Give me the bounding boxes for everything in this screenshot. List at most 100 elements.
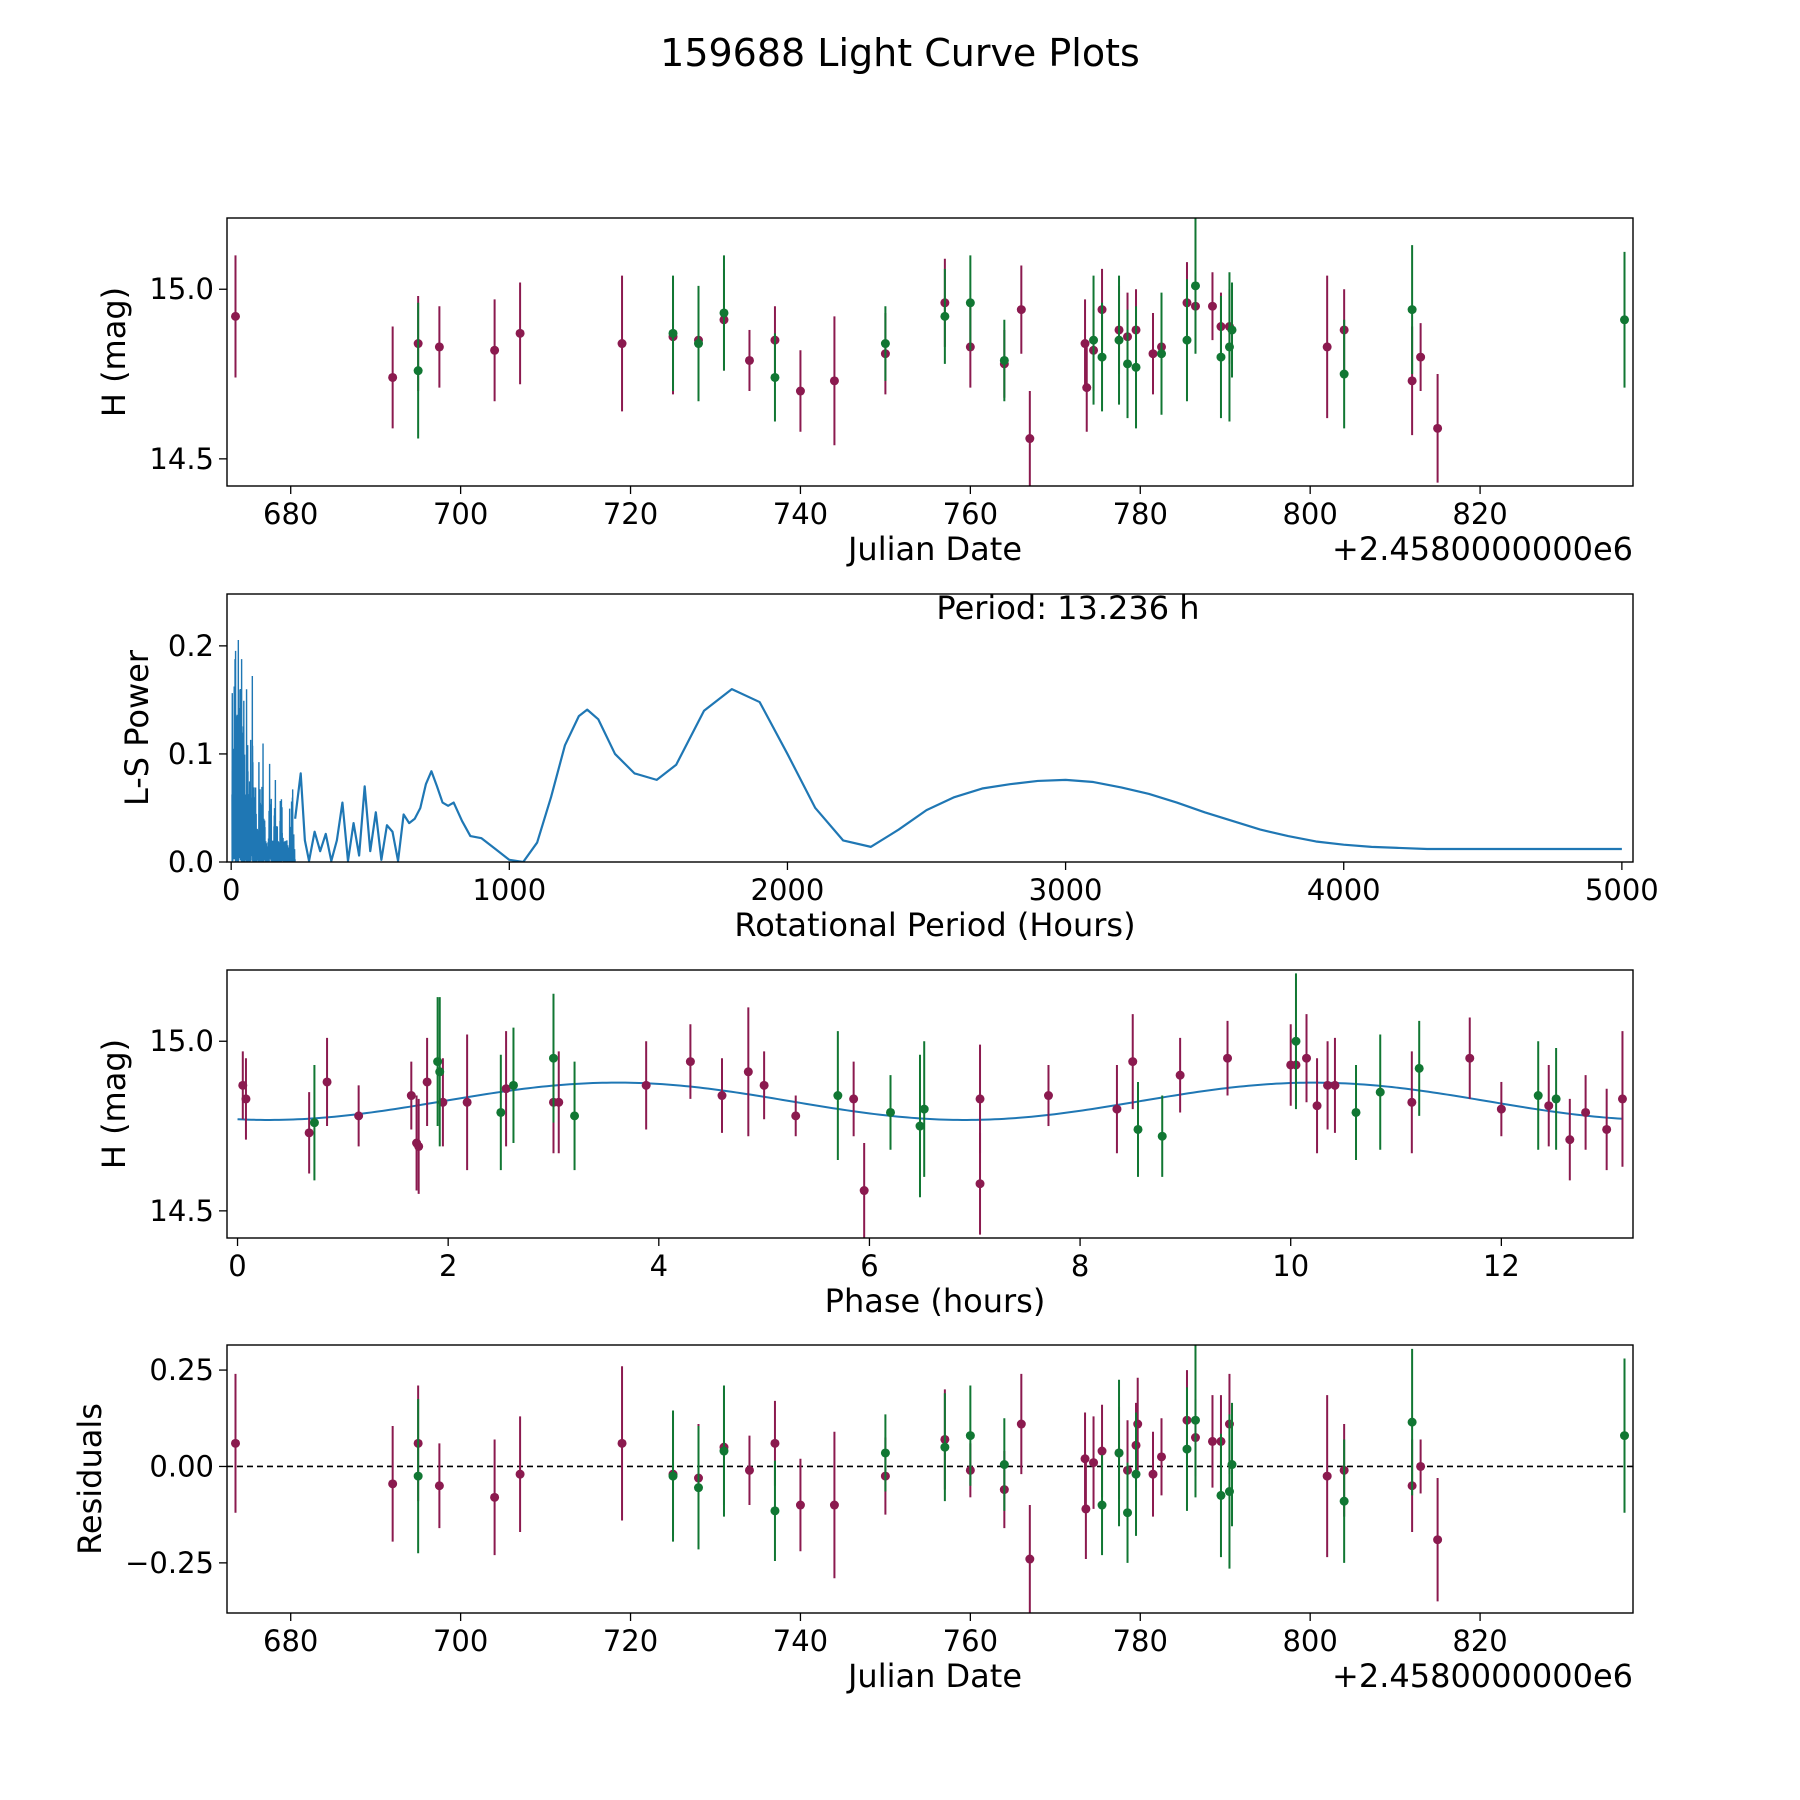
band_a-data-point xyxy=(1416,1461,1426,1471)
band_b-data-point xyxy=(1114,335,1124,345)
residuals-xtick-label: 740 xyxy=(773,1624,828,1658)
periodogram-frame xyxy=(226,593,1634,863)
band_b-data-point xyxy=(1182,1444,1192,1454)
band_b-data-point xyxy=(1123,359,1133,369)
band_a-data-point xyxy=(230,311,240,321)
lightcurve-xtick-label: 820 xyxy=(1452,497,1507,531)
periodogram-xtick-label: 2000 xyxy=(751,873,825,907)
band_b-data-point xyxy=(1157,349,1167,359)
band_a-data-point xyxy=(1089,1458,1099,1468)
residuals-ytick-label: 0.00 xyxy=(149,1449,214,1483)
band_a-data-point xyxy=(1025,434,1035,444)
lightcurve-xtick-label: 760 xyxy=(943,497,998,531)
band_a-data-point xyxy=(1043,1091,1053,1101)
band_b-data-point xyxy=(1227,325,1237,335)
band_a-data-point xyxy=(829,376,839,386)
band_b-data-point xyxy=(1182,335,1192,345)
phased-ylabel: H (mag) xyxy=(95,1039,133,1169)
residuals-xtick-label: 780 xyxy=(1113,1624,1168,1658)
band_a-data-point xyxy=(1157,1452,1167,1462)
band_a-data-point xyxy=(515,1469,525,1479)
band_b-data-point xyxy=(1339,369,1349,379)
band_a-data-point xyxy=(1016,1419,1026,1429)
lightcurve-frame xyxy=(226,217,1634,487)
band_b-data-point xyxy=(668,1471,678,1481)
band_a-data-point xyxy=(1617,1094,1627,1104)
periodogram-xtick-label: 3000 xyxy=(1029,873,1103,907)
phased-xtick-label: 4 xyxy=(650,1249,668,1283)
band_b-data-point xyxy=(1375,1087,1385,1097)
band_b-data-point xyxy=(1620,315,1630,325)
periodogram-xtick-label: 0 xyxy=(222,873,240,907)
residuals-xlabel: Julian Date xyxy=(846,1657,1022,1695)
band_a-data-point xyxy=(759,1080,769,1090)
band_a-data-point xyxy=(617,1438,627,1448)
band_a-data-point xyxy=(490,345,500,355)
phased-xlabel: Phase (hours) xyxy=(825,1282,1046,1320)
phased-xtick-label: 10 xyxy=(1272,1249,1309,1283)
band_a-data-point xyxy=(388,372,398,382)
band_b-data-point xyxy=(919,1104,929,1114)
residuals-offset-label: +2.4580000000e6 xyxy=(1332,1657,1633,1695)
band_b-data-point xyxy=(1216,352,1226,362)
phased-panel: 0 2 4 6 8 10 12 14.5 15.0 Phase (hours) H (mag) xyxy=(95,969,1634,1320)
lightcurve-ytick-label: 15.0 xyxy=(149,272,214,306)
band_b-data-point xyxy=(965,1431,975,1441)
lightcurve-offset-label: +2.4580000000e6 xyxy=(1332,530,1633,568)
band_a-data-point xyxy=(849,1094,859,1104)
lightcurve-xtick-label: 720 xyxy=(603,497,658,531)
band_b-data-point xyxy=(880,339,890,349)
band_a-data-point xyxy=(1207,1436,1217,1446)
lightcurve-plot-area xyxy=(230,218,1630,486)
band_a-data-point xyxy=(1312,1101,1322,1111)
model-curve xyxy=(237,1081,1623,1121)
band_b-data-point xyxy=(999,1460,1009,1470)
residuals-ytick-label: 0.25 xyxy=(149,1353,214,1387)
periodogram-ytick-label: 0.2 xyxy=(168,629,214,663)
band_a-data-point xyxy=(1025,1554,1035,1564)
lightcurve-xlabel: Julian Date xyxy=(846,530,1022,568)
residuals-xtick-label: 800 xyxy=(1282,1624,1337,1658)
lightcurve-panel: 680 700 720 740 760 780 800 820 14.5 15.0 Julian D… xyxy=(95,217,1634,568)
band_a-data-point xyxy=(422,1077,432,1087)
lightcurve-xtick-label: 780 xyxy=(1113,497,1168,531)
band_b-data-point xyxy=(548,1053,558,1063)
band_a-data-point xyxy=(829,1500,839,1510)
periodogram-xtick-label: 4000 xyxy=(1307,873,1381,907)
band_a-data-point xyxy=(1112,1104,1122,1114)
band_b-data-point xyxy=(1114,1448,1124,1458)
band_b-data-point xyxy=(1190,281,1200,291)
band_b-data-point xyxy=(693,339,703,349)
residuals-xtick-label: 820 xyxy=(1452,1624,1507,1658)
band_b-data-point xyxy=(413,366,423,376)
band_a-data-point xyxy=(743,1067,753,1077)
band_b-data-point xyxy=(999,355,1009,365)
band_a-data-point xyxy=(1128,1057,1138,1067)
residuals-panel: 680 700 720 740 760 780 800 820 −0.25 0.00 0.25 Jul… xyxy=(71,1344,1634,1695)
band_b-data-point xyxy=(1097,352,1107,362)
band_a-data-point xyxy=(554,1097,564,1107)
residuals-ylabel: Residuals xyxy=(71,1403,109,1555)
band_a-data-point xyxy=(1581,1107,1591,1117)
band_a-data-point xyxy=(744,355,754,365)
residuals-xtick-label: 720 xyxy=(603,1624,658,1658)
periodogram-xtick-label: 1000 xyxy=(472,873,546,907)
residuals-xtick-label: 680 xyxy=(263,1624,318,1658)
band_a-data-point xyxy=(515,328,525,338)
band_a-data-point xyxy=(685,1057,695,1067)
band_a-data-point xyxy=(1148,1469,1158,1479)
band_b-data-point xyxy=(1620,1431,1630,1441)
periodogram-ytick-label: 0.0 xyxy=(168,845,214,879)
lightcurve-xtick-label: 800 xyxy=(1282,497,1337,531)
band_b-data-point xyxy=(880,1448,890,1458)
band_b-data-point xyxy=(719,1446,729,1456)
band_b-data-point xyxy=(668,328,678,338)
lightcurve-xtick-label: 740 xyxy=(773,497,828,531)
band_a-data-point xyxy=(791,1111,801,1121)
band_b-data-point xyxy=(1131,362,1141,372)
lightcurve-ytick-label: 14.5 xyxy=(149,442,214,476)
band_b-data-point xyxy=(719,308,729,318)
phased-xtick-label: 0 xyxy=(228,1249,246,1283)
band_a-data-point xyxy=(1016,305,1026,315)
